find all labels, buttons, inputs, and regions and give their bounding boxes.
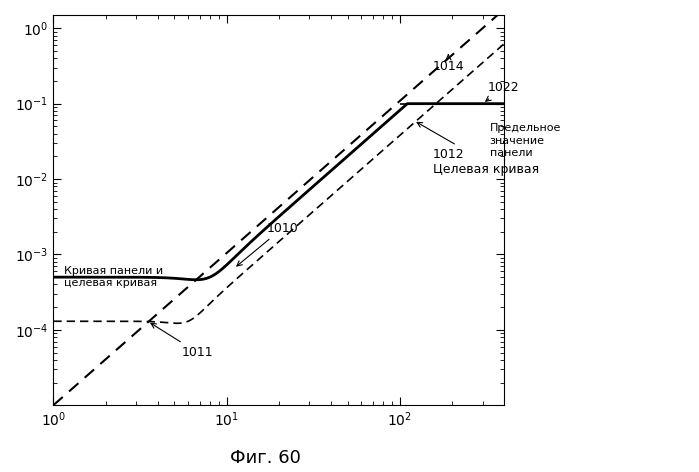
Text: 1011: 1011 bbox=[151, 323, 213, 359]
Text: Предельное
значение
панели: Предельное значение панели bbox=[490, 123, 561, 158]
Text: 1022: 1022 bbox=[486, 82, 519, 101]
Text: 1012
Целевая кривая: 1012 Целевая кривая bbox=[417, 122, 539, 176]
Text: 1014: 1014 bbox=[433, 54, 465, 73]
Text: Фиг. 60: Фиг. 60 bbox=[230, 448, 301, 466]
Text: Кривая панели и
целевая кривая: Кривая панели и целевая кривая bbox=[64, 266, 163, 288]
Text: 1010: 1010 bbox=[237, 222, 298, 266]
